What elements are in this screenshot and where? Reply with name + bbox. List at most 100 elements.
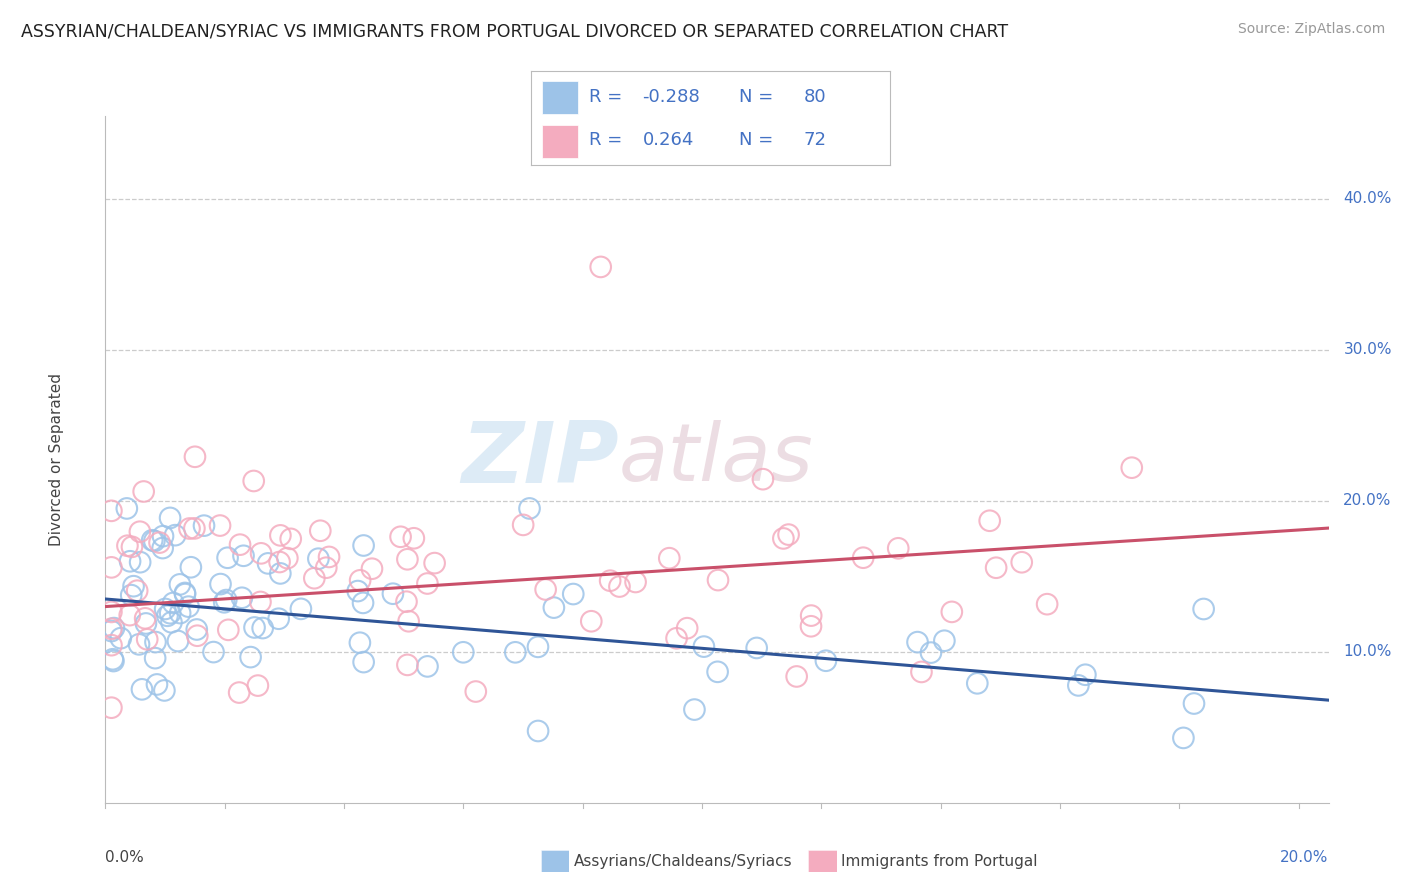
Point (209, 577, 232, 591)
Point (984, 560, 1007, 574)
Point (183, 521, 205, 535)
Point (941, 605, 963, 619)
Point (127, 583, 149, 598)
Text: ZIP: ZIP (461, 417, 619, 501)
Point (693, 640, 716, 654)
Point (304, 571, 326, 585)
Point (505, 645, 527, 659)
Point (152, 541, 174, 555)
Point (153, 683, 176, 698)
Point (624, 574, 647, 589)
Point (117, 539, 139, 553)
Point (269, 566, 291, 581)
Point (752, 472, 775, 486)
Point (134, 611, 156, 625)
Point (707, 573, 730, 587)
Text: 20.0%: 20.0% (1343, 493, 1392, 508)
Point (745, 640, 768, 655)
Point (519, 501, 541, 516)
Text: Divorced or Separated: Divorced or Separated (49, 373, 65, 546)
Point (159, 511, 181, 525)
Point (290, 602, 312, 616)
Text: 72: 72 (804, 131, 827, 149)
Point (599, 574, 621, 588)
Point (162, 596, 184, 610)
Point (800, 608, 823, 623)
Point (398, 614, 420, 628)
Point (534, 582, 557, 597)
Point (464, 684, 486, 698)
Point (231, 591, 253, 605)
Point (118, 608, 141, 623)
Point (389, 530, 412, 544)
Point (786, 669, 808, 683)
Point (208, 518, 231, 533)
Point (543, 600, 565, 615)
Point (239, 650, 262, 665)
Point (177, 599, 200, 614)
Point (1182, 697, 1205, 711)
Point (269, 555, 291, 569)
Point (800, 619, 823, 633)
Point (143, 533, 166, 548)
Point (131, 682, 153, 697)
Point (186, 629, 208, 643)
Point (609, 580, 631, 594)
Point (217, 550, 239, 565)
Point (153, 602, 176, 616)
Bar (543, 125, 578, 158)
Point (772, 532, 794, 546)
Point (453, 645, 475, 659)
Point (318, 549, 340, 564)
Point (120, 588, 142, 602)
Point (252, 621, 274, 635)
Point (527, 723, 550, 738)
Text: 0.264: 0.264 (643, 131, 695, 149)
Point (143, 651, 166, 665)
Point (269, 528, 291, 542)
Point (215, 593, 238, 607)
Point (217, 623, 239, 637)
Point (267, 612, 290, 626)
Text: N =: N = (740, 131, 779, 149)
Point (242, 474, 264, 488)
Point (100, 638, 122, 652)
Point (276, 551, 298, 566)
Point (396, 552, 419, 566)
Point (852, 550, 875, 565)
Point (315, 560, 337, 574)
Point (676, 621, 699, 635)
Point (100, 622, 122, 636)
Point (180, 560, 202, 574)
Point (706, 665, 728, 679)
Point (280, 532, 302, 546)
Point (246, 679, 269, 693)
Point (353, 655, 375, 669)
Point (128, 524, 150, 539)
Point (100, 700, 122, 714)
Text: 40.0%: 40.0% (1343, 192, 1392, 206)
Point (589, 260, 612, 274)
Text: R =: R = (589, 131, 628, 149)
Text: 0.0%: 0.0% (105, 849, 145, 864)
Text: atlas: atlas (619, 420, 814, 499)
Point (307, 551, 329, 566)
Text: 30.0%: 30.0% (1343, 343, 1392, 358)
Text: Immigrants from Portugal: Immigrants from Portugal (841, 855, 1038, 869)
Point (907, 635, 929, 649)
Text: N =: N = (740, 87, 779, 105)
Point (135, 616, 157, 631)
Point (101, 652, 124, 666)
Point (146, 677, 169, 691)
Point (349, 636, 371, 650)
Bar (543, 81, 578, 113)
Point (1011, 555, 1033, 569)
Text: 80: 80 (804, 87, 827, 105)
Point (174, 586, 197, 600)
Point (887, 541, 910, 556)
Point (778, 527, 800, 541)
Point (352, 596, 374, 610)
Point (174, 587, 197, 601)
Point (814, 654, 837, 668)
Point (159, 606, 181, 620)
